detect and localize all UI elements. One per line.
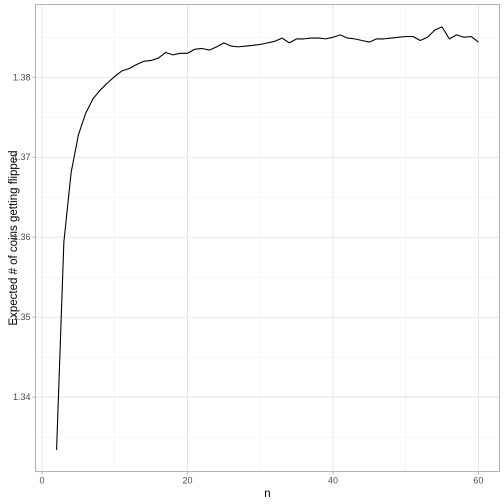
y-tick-label: 1.36: [13, 232, 31, 242]
x-axis-title: n: [264, 488, 270, 500]
y-axis-title: Expected # of coins getting flipped: [8, 150, 20, 325]
y-tick-label: 1.35: [13, 312, 31, 322]
plot-area: [56, 26, 479, 450]
y-tick-label: 1.38: [13, 72, 31, 82]
y-tick-label: 1.37: [13, 152, 31, 162]
grid: [35, 4, 500, 472]
x-tick-label: 40: [328, 476, 338, 486]
y-tick-label: 1.34: [13, 392, 31, 402]
x-tick-label: 60: [473, 476, 483, 486]
x-tick-label: 0: [40, 476, 45, 486]
x-tick-label: 20: [182, 476, 192, 486]
line-series: [56, 26, 479, 450]
panel-border: [35, 4, 500, 472]
